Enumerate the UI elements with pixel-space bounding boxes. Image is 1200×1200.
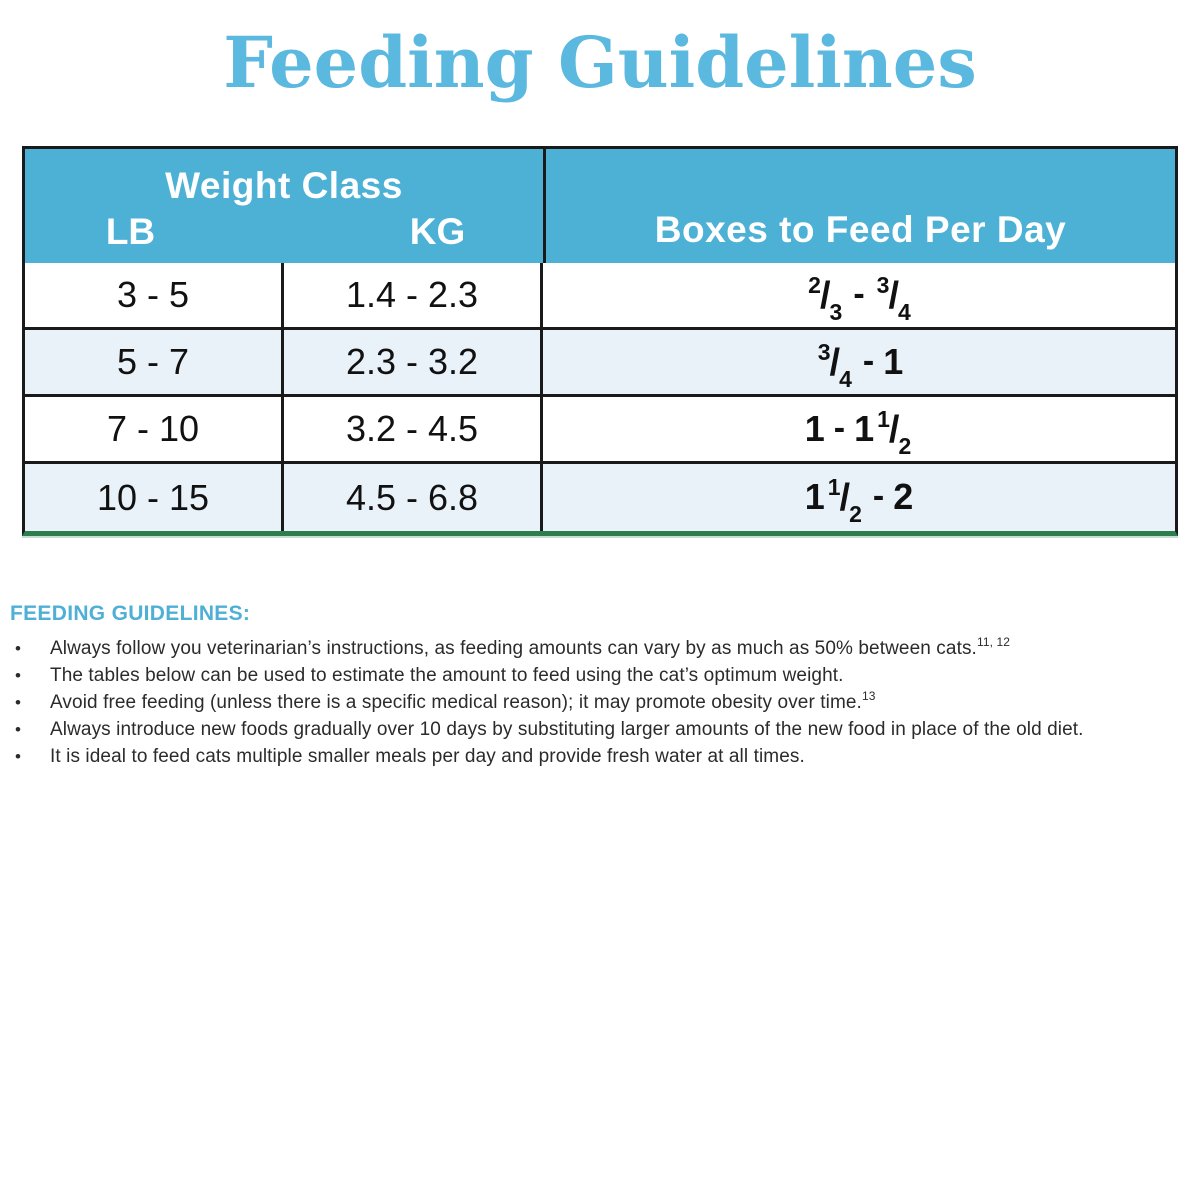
cell-lb: 7 - 10 xyxy=(25,397,284,461)
bullet-citation: 11, 12 xyxy=(976,634,1011,649)
table-row: 3 - 5 1.4 - 2.3 2/3-3/4 xyxy=(25,263,1175,330)
header-kg: KG xyxy=(409,211,466,252)
bullet-marker: • xyxy=(15,693,21,712)
header-lb: LB xyxy=(105,211,156,252)
page-title: Feeding Guidelines xyxy=(223,21,977,104)
guidelines-section: FEEDING GUIDELINES: • Always follow you … xyxy=(10,602,1184,770)
cell-kg: 2.3 - 3.2 xyxy=(284,330,543,394)
header-boxes-per-day: Boxes to Feed Per Day xyxy=(654,209,1067,250)
boxes-fraction: 1 1/2-2 xyxy=(804,474,914,527)
bullet-marker: • xyxy=(15,639,21,658)
boxes-fraction: 1-1 1/2 xyxy=(804,405,912,459)
cell-boxes: 1 1/2-2 xyxy=(543,464,1175,531)
header-weight-class: Weight Class xyxy=(165,165,403,206)
header-units-row: LB KG xyxy=(25,211,543,253)
bullet-text: Always follow you veterinarian’s instruc… xyxy=(50,634,1011,659)
cell-boxes: 3/4-1 xyxy=(543,330,1175,394)
bullet-marker: • xyxy=(15,720,21,739)
bullet-text: Avoid free feeding (unless there is a sp… xyxy=(50,688,876,713)
header-weight-class-group: Weight Class LB KG xyxy=(25,149,546,263)
cell-lb: 3 - 5 xyxy=(25,263,284,327)
cell-kg: 3.2 - 4.5 xyxy=(284,397,543,461)
bullet-item: • Always follow you veterinarian’s instr… xyxy=(10,635,1184,662)
cell-lb: 10 - 15 xyxy=(25,464,284,531)
bullet-text: The tables below can be used to estimate… xyxy=(50,665,844,686)
bullet-citation: 13 xyxy=(861,688,876,703)
cell-boxes: 1-1 1/2 xyxy=(543,397,1175,461)
table-header-row: Weight Class LB KG Boxes to Feed Per Day xyxy=(25,149,1175,263)
bullet-item: • Always introduce new foods gradually o… xyxy=(10,716,1184,743)
table-row: 5 - 7 2.3 - 3.2 3/4-1 xyxy=(25,330,1175,397)
bullet-item: • Avoid free feeding (unless there is a … xyxy=(10,689,1184,716)
bullet-marker: • xyxy=(15,666,21,685)
cell-boxes: 2/3-3/4 xyxy=(543,263,1175,327)
bullet-text: It is ideal to feed cats multiple smalle… xyxy=(50,746,805,767)
cell-lb: 5 - 7 xyxy=(25,330,284,394)
bullet-marker: • xyxy=(15,747,21,766)
feeding-table: Weight Class LB KG Boxes to Feed Per Day… xyxy=(22,146,1178,536)
bullet-item: • The tables below can be used to estima… xyxy=(10,662,1184,689)
cell-kg: 4.5 - 6.8 xyxy=(284,464,543,531)
table-row: 7 - 10 3.2 - 4.5 1-1 1/2 xyxy=(25,397,1175,464)
guidelines-heading: FEEDING GUIDELINES: xyxy=(10,602,251,625)
bullet-text: Always introduce new foods gradually ove… xyxy=(50,719,1084,740)
table-row: 10 - 15 4.5 - 6.8 1 1/2-2 xyxy=(25,464,1175,531)
cell-kg: 1.4 - 2.3 xyxy=(284,263,543,327)
boxes-fraction: 3/4-1 xyxy=(817,338,904,392)
bullet-item: • It is ideal to feed cats multiple smal… xyxy=(10,743,1184,770)
boxes-fraction: 2/3-3/4 xyxy=(808,271,911,325)
